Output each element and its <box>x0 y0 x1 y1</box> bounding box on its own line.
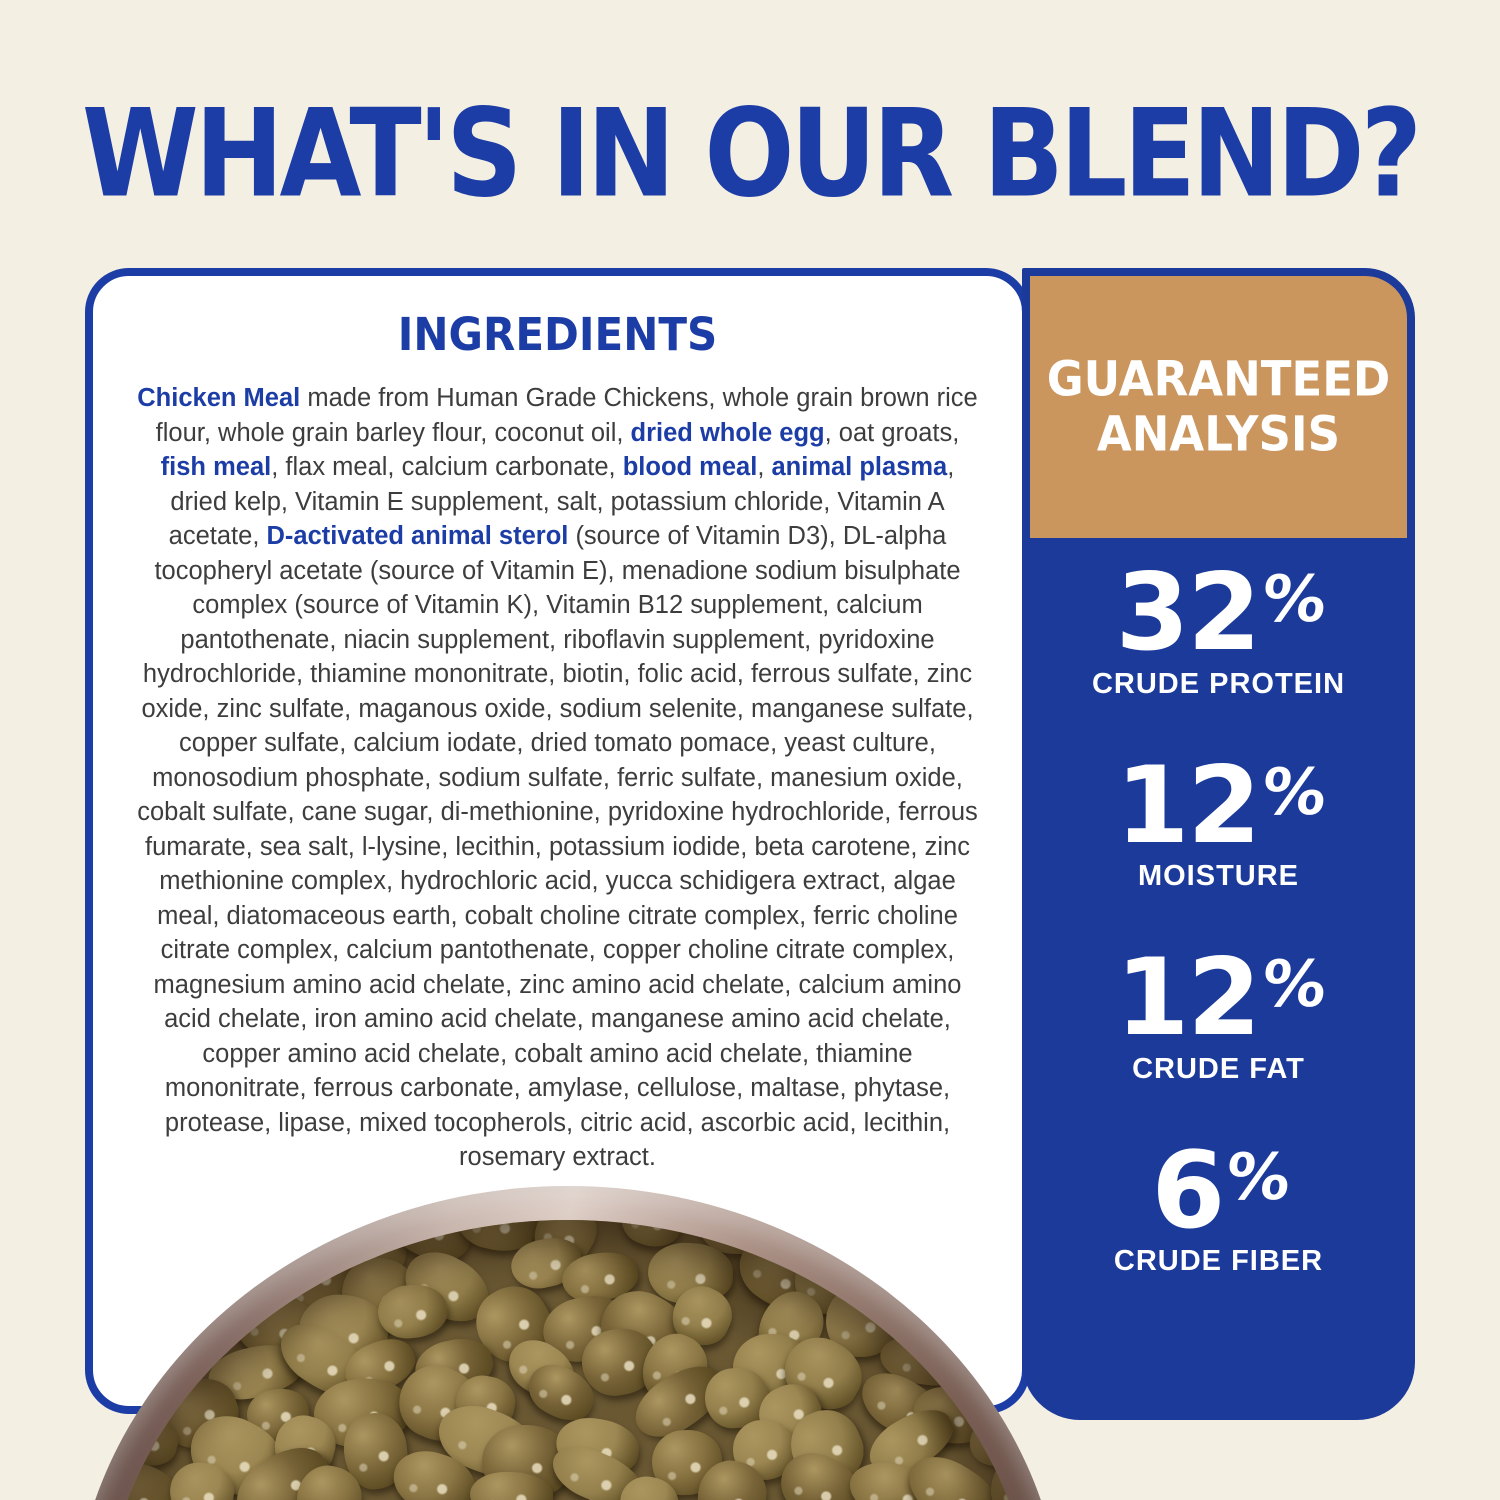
ingredient-run: , flax meal, calcium carbonate, <box>271 453 623 481</box>
stat-percent-sign: % <box>1222 1140 1293 1215</box>
ingredient-highlight: animal plasma <box>771 453 948 481</box>
analysis-stats: 32% CRUDE PROTEIN 12% MOISTURE 12% CRUDE… <box>1022 538 1415 1420</box>
ingredient-highlight: fish meal <box>160 453 272 481</box>
ingredient-highlight: D-activated animal sterol <box>266 522 569 550</box>
stat-label: CRUDE FIBER <box>1113 1245 1324 1278</box>
kibble-bowl-photo <box>72 1186 1064 1500</box>
page-title: WHAT'S IN OUR BLEND? <box>81 84 1422 225</box>
stat-value: 12% <box>1115 743 1329 867</box>
stat-value: 6% <box>1151 1128 1293 1252</box>
ingredient-highlight: Chicken Meal <box>137 384 301 412</box>
stat-block: 32% CRUDE PROTEIN <box>1091 551 1346 701</box>
ingredient-highlight: blood meal <box>622 453 758 481</box>
ingredient-run: (source of Vitamin D3), DL-alpha tocophe… <box>137 522 978 1171</box>
ingredient-run: , dried kelp, Vitamin E supplement, salt… <box>168 453 955 550</box>
ingredient-run: , <box>757 453 772 481</box>
stat-block: 6% CRUDE FIBER <box>1113 1128 1324 1279</box>
ingredient-run: , oat groats, <box>824 418 960 447</box>
stat-label: MOISTURE <box>1137 860 1300 893</box>
stat-block: 12% MOISTURE <box>1115 743 1329 894</box>
stat-value: 32% <box>1115 551 1329 674</box>
ingredients-text: Chicken Meal made from Human Grade Chick… <box>133 381 982 1175</box>
stat-label: CRUDE FAT <box>1132 1052 1305 1085</box>
ingredients-card: INGREDIENTS Chicken Meal made from Human… <box>85 268 1030 1414</box>
stat-block: 12% CRUDE FAT <box>1115 936 1329 1086</box>
ingredients-heading: INGREDIENTS <box>397 308 718 361</box>
ingredient-highlight: dried whole egg <box>630 418 825 447</box>
analysis-heading: GUARANTEED ANALYSIS <box>1046 351 1391 463</box>
analysis-header: GUARANTEED ANALYSIS <box>1030 276 1407 538</box>
stat-percent-sign: % <box>1258 755 1329 830</box>
stat-percent-sign: % <box>1258 948 1329 1023</box>
kibble <box>102 1220 1034 1500</box>
stat-percent-sign: % <box>1258 563 1329 637</box>
analysis-panel: GUARANTEED ANALYSIS 32% CRUDE PROTEIN 12… <box>1022 268 1415 1420</box>
stat-value: 12% <box>1115 936 1329 1060</box>
ingredient-run: made from Human Grade Chickens, whole gr… <box>155 384 978 447</box>
stat-label: CRUDE PROTEIN <box>1091 667 1346 700</box>
